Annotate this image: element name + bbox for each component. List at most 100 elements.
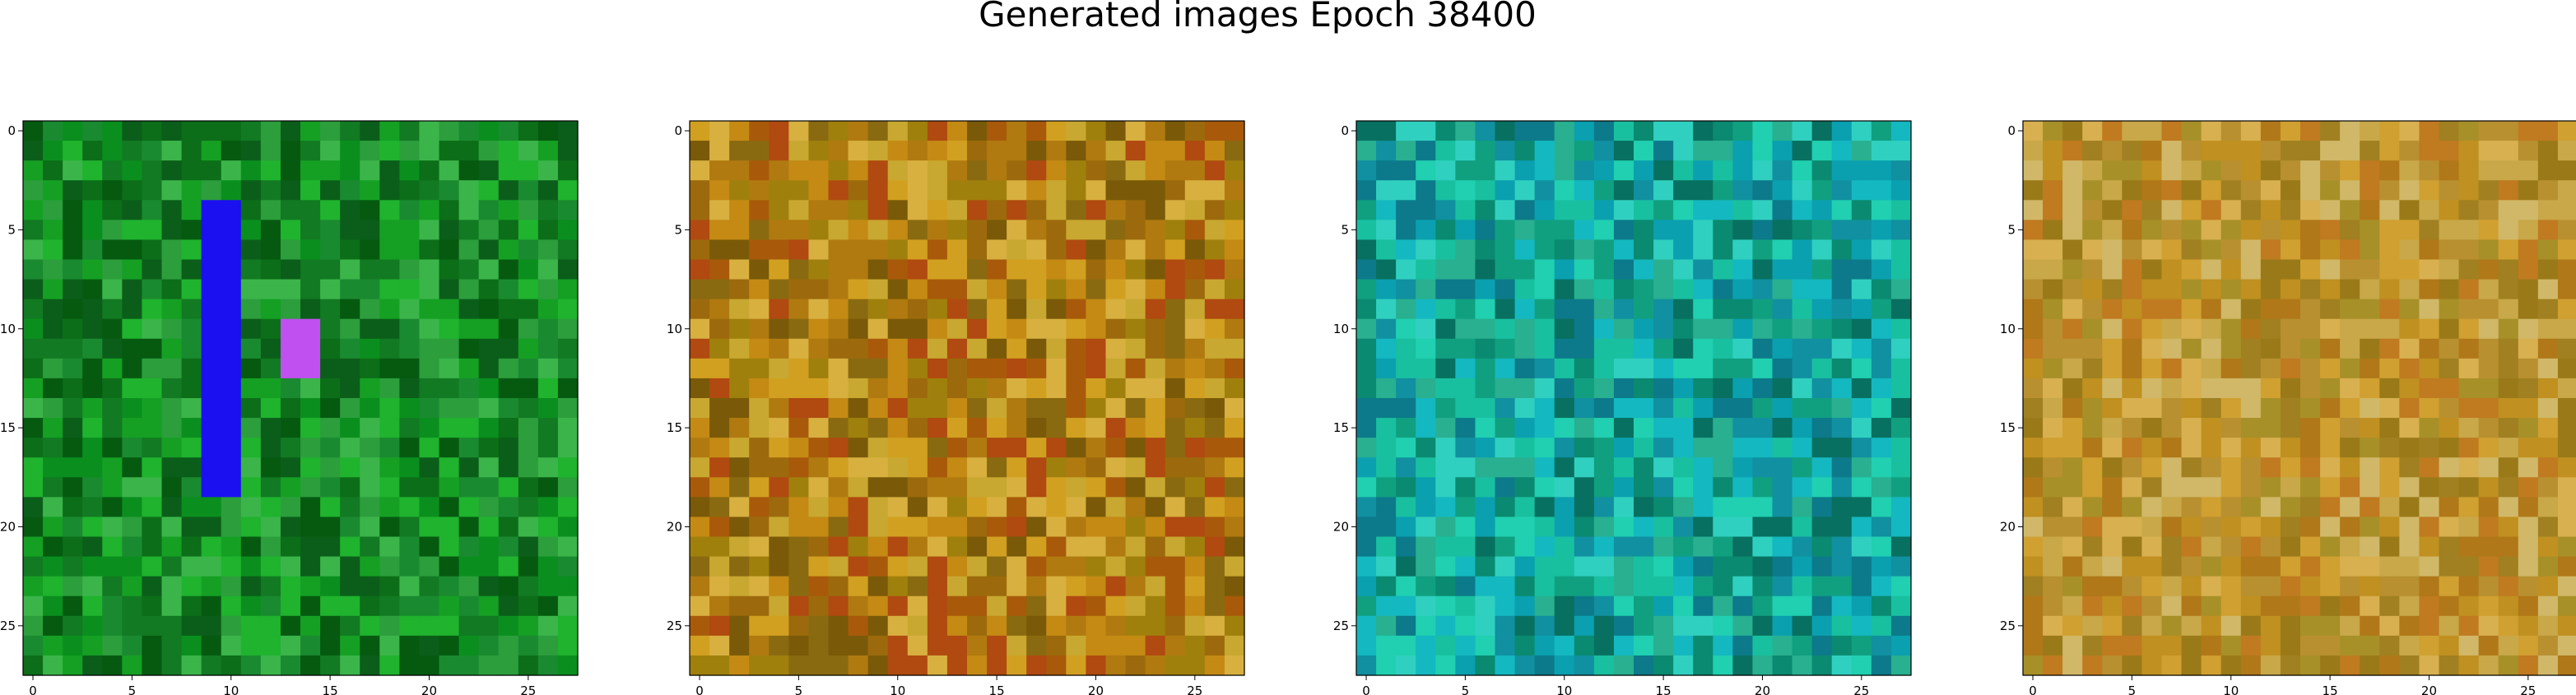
pixel-cell: [709, 141, 730, 161]
x-tick-label: 5: [1462, 683, 1470, 695]
pixel-cell: [2240, 121, 2262, 141]
pixel-cell: [161, 635, 183, 656]
pixel-cell: [2141, 655, 2163, 676]
pixel-cell: [1851, 576, 1872, 597]
pixel-cell: [43, 438, 63, 458]
pixel-cell: [142, 556, 163, 577]
pixel-cell: [2181, 160, 2202, 181]
pixel-cell: [102, 398, 123, 419]
pixel-cell: [1165, 378, 1186, 399]
pixel-cell: [1653, 418, 1674, 438]
pixel-cell: [2557, 358, 2576, 379]
pixel-cell: [2557, 497, 2576, 518]
pixel-cell: [2419, 121, 2440, 141]
pixel-cell: [1416, 615, 1436, 637]
pixel-cell: [808, 595, 830, 617]
pixel-cell: [1534, 477, 1555, 498]
pixel-cell: [2240, 398, 2262, 419]
pixel-cell: [788, 477, 810, 498]
pixel-cell: [848, 220, 869, 241]
pixel-cell: [1184, 378, 1206, 399]
pixel-cell: [102, 121, 123, 141]
pixel-cell: [1831, 556, 1853, 577]
pixel-cell: [1514, 517, 1536, 538]
pixel-cell: [2340, 438, 2360, 458]
pixel-cell: [987, 576, 1007, 597]
pixel-cell: [1653, 259, 1674, 280]
pixel-cell: [23, 239, 44, 261]
pixel-cell: [537, 615, 559, 637]
pixel-cell: [1495, 318, 1516, 340]
pixel-cell: [1086, 556, 1107, 577]
pixel-cell: [1376, 457, 1397, 478]
pixel-cell: [1752, 200, 1774, 220]
pixel-cell: [63, 220, 83, 241]
pixel-cell: [729, 160, 750, 181]
pixel-cell: [2419, 259, 2440, 280]
pixel-cell: [2201, 220, 2222, 241]
pixel-cell: [2399, 239, 2420, 261]
pixel-cell: [887, 655, 909, 676]
pixel-cell: [808, 121, 830, 141]
pixel-cell: [142, 200, 163, 220]
pixel-cell: [1145, 398, 1166, 419]
pixel-cell: [1554, 536, 1575, 558]
pixel-cell: [478, 200, 500, 220]
pixel-cell: [300, 457, 321, 478]
pixel-cell: [1026, 180, 1047, 201]
pixel-cell: [181, 536, 202, 558]
pixel-cell: [63, 160, 83, 181]
pixel-cell: [1554, 615, 1575, 637]
pixel-cell: [1653, 141, 1674, 161]
pixel-cell: [690, 576, 710, 597]
pixel-cell: [63, 338, 83, 359]
pixel-cell: [729, 517, 750, 538]
pixel-cell: [729, 378, 750, 399]
pixel-cell: [1026, 536, 1047, 558]
pixel-cell: [1673, 338, 1694, 359]
pixel-cell: [161, 358, 183, 379]
pixel-cell: [557, 517, 579, 538]
pixel-cell: [2518, 121, 2539, 141]
pixel-cell: [769, 358, 789, 379]
pixel-cell: [221, 239, 242, 261]
pixel-cell: [2379, 615, 2400, 637]
pixel-cell: [1871, 418, 1892, 438]
pixel-cell: [808, 160, 830, 181]
pixel-cell: [2537, 595, 2559, 617]
pixel-cell: [557, 338, 579, 359]
pixel-cell: [1435, 536, 1456, 558]
pixel-cell: [2439, 358, 2460, 379]
pixel-cell: [1851, 497, 1872, 518]
pixel-cell: [1890, 200, 1912, 220]
pixel-cell: [1376, 160, 1397, 181]
pixel-cell: [181, 497, 202, 518]
pixel-cell: [1026, 259, 1047, 280]
pixel-cell: [1772, 200, 1793, 220]
pixel-cell: [300, 378, 321, 399]
pixel-cell: [478, 141, 500, 161]
pixel-cell: [1713, 517, 1733, 538]
pixel-cell: [23, 457, 44, 478]
pixel-cell: [769, 536, 789, 558]
pixel-cell: [1475, 457, 1496, 478]
pixel-cell: [1653, 338, 1674, 359]
pixel-cell: [221, 220, 242, 241]
pixel-cell: [300, 141, 321, 161]
pixel-cell: [360, 398, 380, 419]
pixel-cell: [2320, 121, 2341, 141]
pixel-cell: [399, 180, 421, 201]
pixel-cell: [300, 259, 321, 280]
pixel-cell: [907, 536, 928, 558]
pixel-cell: [1693, 259, 1713, 280]
pixel-cell: [1356, 200, 1377, 220]
pixel-cell: [946, 279, 968, 300]
pixel-cell: [1026, 200, 1047, 220]
pixel-cell: [2280, 279, 2301, 300]
pixel-cell: [2458, 457, 2480, 478]
pixel-cell: [161, 615, 183, 637]
pixel-cell: [1125, 338, 1146, 359]
pixel-cell: [419, 160, 440, 181]
pixel-cell: [2399, 477, 2420, 498]
pixel-cell: [2340, 378, 2360, 399]
